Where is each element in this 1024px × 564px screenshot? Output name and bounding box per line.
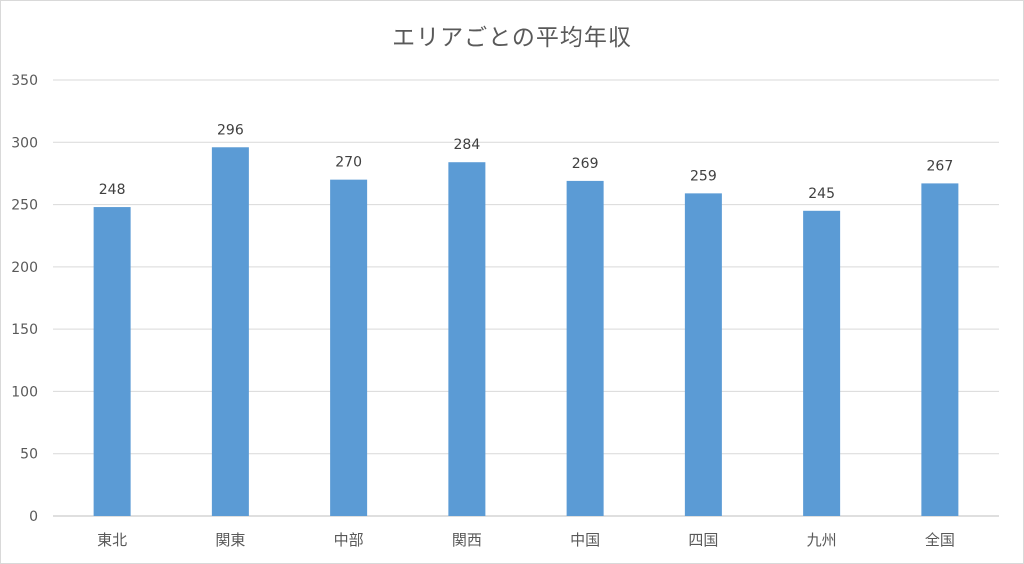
data-labels: 248 296 270 284 269 259 245 267 [99,122,953,202]
data-label-2: 296 [217,122,244,138]
gridlines [53,79,999,517]
y-tick-label-100: 100 [11,384,38,400]
x-category-label-5: 中国 [570,531,600,549]
x-category-label-2: 関東 [215,531,245,549]
y-tick-label-350: 350 [11,73,38,89]
bars [93,147,959,517]
data-label-1: 248 [99,182,126,198]
bar-2 [211,147,249,517]
y-tick-label-200: 200 [11,260,38,276]
x-axis-category-labels: 東北 関東 中部 関西 中国 四国 九州 全国 [97,531,955,549]
x-category-label-1: 東北 [97,531,127,549]
bar-8 [921,183,959,516]
x-category-label-8: 全国 [925,531,955,549]
y-tick-label-150: 150 [11,322,38,338]
y-tick-label-300: 300 [11,135,38,151]
bar-6 [684,193,722,517]
data-label-3: 270 [335,155,362,171]
y-tick-label-0: 0 [29,509,38,525]
data-label-7: 245 [808,186,835,202]
chart-title: エリアごとの平均年収 [392,25,632,51]
bar-3 [330,179,368,516]
data-label-5: 269 [572,156,599,172]
data-label-6: 259 [690,168,717,184]
x-category-label-3: 中部 [334,531,364,549]
y-tick-label-50: 50 [20,447,38,463]
data-label-8: 267 [927,158,954,174]
bar-7 [803,210,841,517]
x-category-label-6: 四国 [688,531,718,549]
bar-1 [93,207,131,516]
x-category-label-4: 関西 [452,531,482,549]
y-axis-tick-labels: 0 50 100 150 200 250 300 350 [11,73,38,525]
x-category-label-7: 九州 [807,531,837,549]
data-label-4: 284 [454,137,481,153]
bar-5 [566,180,604,516]
bar-4 [448,162,486,516]
y-tick-label-250: 250 [11,198,38,214]
